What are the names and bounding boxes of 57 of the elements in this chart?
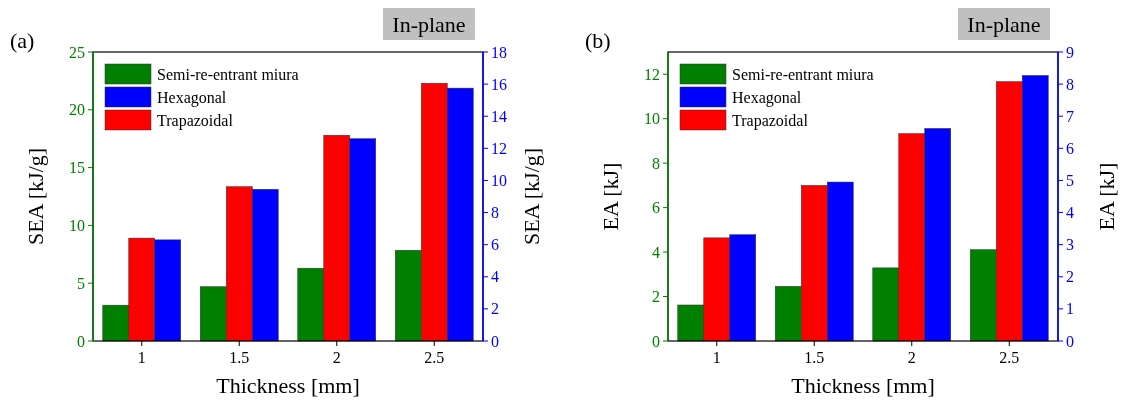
y-tick-label: 8: [652, 154, 660, 172]
x-tick-label: 1.5: [229, 349, 250, 366]
y-tick-label: 12: [644, 65, 660, 83]
y2-axis-title: EA [kJ]: [1094, 162, 1119, 231]
y-axis-title: EA [kJ]: [598, 162, 623, 231]
text: In-plane: [392, 11, 466, 37]
y2-tick-label: 2: [1066, 268, 1074, 286]
y-tick-label: 0: [77, 332, 85, 350]
y-tick-label: 10: [644, 110, 660, 128]
y-axis-title: SEA [kJ/g]: [23, 147, 48, 246]
text: (a): [10, 28, 35, 53]
legend-label: Hexagonal: [732, 88, 802, 107]
y2-tick-label: 3: [1066, 236, 1074, 254]
x-tick-label: 2.5: [999, 349, 1020, 366]
y2-tick-label: 12: [491, 139, 507, 157]
x-tick-label: 1: [712, 349, 721, 366]
y2-tick-label: 0: [491, 332, 499, 350]
x-tick-label: 1: [137, 349, 146, 366]
y2-tick-label: 9: [1066, 43, 1074, 61]
legend-label: Semi-re-entrant miura: [157, 65, 299, 83]
y2-tick-label: 0: [1066, 332, 1074, 350]
x-tick-label: 2.5: [424, 349, 445, 366]
y-tick-label: 25: [69, 43, 85, 61]
y-tick-label: 10: [69, 217, 85, 234]
y2-tick-label: 1: [1066, 300, 1074, 318]
y2-tick-label: 18: [491, 43, 507, 61]
y2-tick-label: 14: [491, 107, 507, 125]
text: (b): [585, 28, 611, 53]
y2-tick-label: 10: [491, 172, 507, 190]
y2-axis-title: SEA [kJ/g]: [519, 147, 544, 246]
legend-label: Semi-re-entrant miura: [732, 65, 874, 83]
y2-tick-label: 5: [1066, 172, 1074, 190]
y-tick-label: 0: [652, 332, 660, 350]
y2-tick-label: 8: [491, 204, 499, 222]
y-tick-label: 2: [652, 288, 660, 306]
y-tick-label: 15: [69, 159, 85, 177]
x-tick-label: 2: [907, 349, 916, 366]
y2-tick-label: 4: [1066, 204, 1074, 222]
legend-label: Hexagonal: [157, 88, 227, 107]
y2-tick-label: 6: [1066, 139, 1074, 157]
x-axis-title: Thickness [mm]: [791, 373, 935, 398]
y2-tick-label: 16: [491, 75, 507, 93]
legend-label: Trapazoidal: [157, 111, 234, 130]
y2-tick-label: 2: [491, 300, 499, 318]
y-tick-label: 6: [652, 199, 660, 217]
legend-label: Trapazoidal: [732, 111, 809, 130]
x-tick-label: 1.5: [804, 349, 825, 366]
y-tick-label: 5: [77, 274, 85, 292]
y2-tick-label: 6: [491, 236, 499, 254]
x-tick-label: 2: [332, 349, 341, 366]
y2-tick-label: 8: [1066, 75, 1074, 93]
y2-tick-label: 4: [491, 268, 499, 286]
text: In-plane: [967, 11, 1041, 37]
x-axis-title: Thickness [mm]: [216, 373, 360, 398]
y2-tick-label: 7: [1066, 107, 1074, 125]
y-tick-label: 4: [652, 243, 660, 261]
y-tick-label: 20: [69, 101, 85, 119]
